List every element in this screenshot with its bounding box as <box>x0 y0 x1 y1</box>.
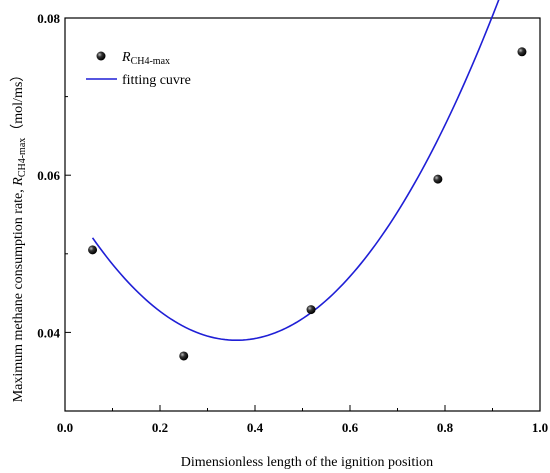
y-axis-title-sub: CH4-max <box>17 138 28 177</box>
data-point <box>433 174 443 184</box>
points-layer <box>88 47 527 361</box>
x-axis-title: Dimensionless length of the ignition pos… <box>181 455 433 470</box>
legend-marker-scatter <box>96 51 106 61</box>
x-tick-label: 0.4 <box>247 420 264 435</box>
y-axis-title-prefix: Maximum methane consumption rate, <box>11 186 26 403</box>
y-axis-title: Maximum methane consumption rate, RCH4-m… <box>10 68 28 403</box>
y-tick-label: 0.04 <box>37 325 60 340</box>
data-point <box>517 47 527 57</box>
x-tick-label: 0.0 <box>57 420 73 435</box>
data-point <box>306 305 316 315</box>
y-axis-title-unit: （mol/ms） <box>10 68 26 138</box>
y-tick-label: 0.06 <box>37 168 60 183</box>
x-tick-label: 0.6 <box>342 420 359 435</box>
fit-layer <box>91 0 500 342</box>
x-tick-label: 1.0 <box>532 420 548 435</box>
data-point <box>179 351 189 361</box>
x-tick-label: 0.2 <box>152 420 168 435</box>
data-point <box>88 245 98 255</box>
legend-label-scatter: RCH4-max <box>121 50 170 67</box>
axis-ticks <box>64 17 541 412</box>
legend: RCH4-max fitting cuvre <box>86 50 191 88</box>
tick-labels: 0.0 0.2 0.4 0.6 0.8 1.0 0.04 0.06 0.08 <box>37 11 548 435</box>
fitting-curve <box>91 0 500 342</box>
x-tick-label: 0.8 <box>437 420 454 435</box>
y-axis-title-var: R <box>11 177 26 187</box>
legend-label-line: fitting cuvre <box>122 73 191 88</box>
y-tick-label: 0.08 <box>37 11 60 26</box>
